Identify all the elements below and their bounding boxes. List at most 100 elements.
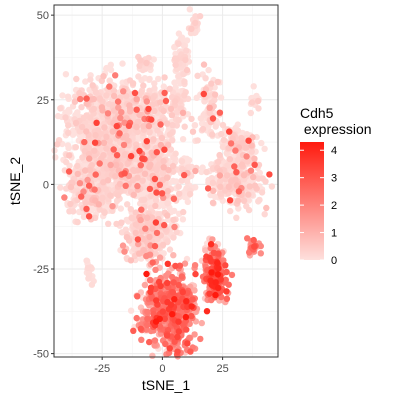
- cell-point: [175, 281, 182, 289]
- cell-point: [130, 191, 137, 198]
- cell-point: [151, 337, 159, 344]
- cell-point: [100, 73, 107, 80]
- cell-point: [248, 148, 255, 155]
- cell-point: [109, 207, 116, 214]
- cell-point: [172, 150, 179, 157]
- cell-point: [169, 289, 177, 296]
- cell-point: [218, 130, 225, 138]
- cell-point: [121, 170, 128, 177]
- cell-point: [146, 233, 153, 241]
- cell-point: [170, 234, 177, 241]
- cell-point: [248, 142, 255, 149]
- cell-point: [163, 272, 170, 279]
- cell-point: [85, 275, 92, 282]
- cell-point: [181, 171, 188, 179]
- cell-point: [233, 214, 240, 221]
- cell-point: [107, 192, 114, 199]
- cell-point: [150, 136, 157, 143]
- cell-point: [157, 121, 164, 128]
- cell-point: [261, 145, 268, 152]
- cell-point: [189, 128, 197, 135]
- cell-point: [157, 141, 164, 149]
- cell-point: [127, 257, 135, 264]
- cell-point: [171, 223, 178, 231]
- cell-point: [127, 206, 134, 213]
- cell-point: [188, 312, 195, 320]
- cell-point: [143, 270, 150, 278]
- cell-point: [171, 55, 179, 62]
- cell-point: [246, 183, 253, 190]
- cell-point: [226, 197, 234, 204]
- cell-point: [161, 89, 168, 97]
- cell-point: [123, 92, 130, 100]
- cell-point: [76, 89, 83, 97]
- cell-point: [160, 107, 167, 115]
- cell-point: [149, 214, 156, 221]
- cell-point: [103, 64, 110, 72]
- cell-point: [73, 75, 80, 83]
- cell-point: [113, 152, 121, 159]
- cell-point: [174, 333, 181, 341]
- cell-point: [121, 151, 129, 158]
- cell-point: [170, 252, 177, 259]
- cell-point: [188, 303, 195, 310]
- cell-point: [166, 345, 173, 352]
- cell-point: [231, 163, 238, 170]
- cell-point: [82, 199, 90, 207]
- cell-point: [134, 174, 141, 181]
- cell-point: [126, 102, 133, 109]
- cell-point: [206, 254, 213, 262]
- cell-point: [181, 92, 188, 99]
- cell-point: [192, 270, 199, 278]
- cell-point: [206, 109, 213, 117]
- cell-point: [223, 268, 230, 276]
- cell-point: [247, 109, 254, 117]
- cell-point: [165, 166, 172, 174]
- cell-point: [151, 85, 158, 92]
- cell-point: [136, 147, 143, 155]
- y-tick-label: -25: [33, 264, 49, 276]
- cell-point: [169, 121, 176, 129]
- cell-point: [161, 221, 168, 229]
- cell-point: [202, 247, 209, 254]
- cell-point: [54, 141, 61, 148]
- cell-point: [234, 156, 242, 163]
- cell-point: [154, 127, 161, 134]
- cell-point: [203, 308, 211, 315]
- cell-point: [182, 313, 190, 321]
- cell-point: [141, 281, 149, 289]
- cell-point: [140, 123, 147, 130]
- cell-point: [227, 207, 234, 215]
- cell-point: [110, 146, 117, 153]
- cell-point: [74, 218, 81, 226]
- cell-point: [191, 262, 199, 269]
- cell-point: [146, 185, 154, 193]
- y-tick-label: 0: [43, 179, 49, 191]
- cell-point: [83, 257, 90, 264]
- cell-point: [158, 190, 166, 197]
- cell-point: [65, 122, 72, 129]
- cell-point: [96, 206, 103, 213]
- cell-point: [103, 145, 110, 152]
- cell-point: [107, 155, 114, 163]
- cell-point: [209, 179, 217, 186]
- cell-point: [238, 161, 246, 168]
- cell-point: [176, 262, 184, 269]
- cell-point: [86, 166, 94, 174]
- color-legend: Cdh5 expression 4 3 2 1 0: [300, 105, 372, 267]
- x-axis-label: tSNE_1: [142, 377, 190, 393]
- cell-point: [192, 19, 199, 27]
- cell-point: [146, 87, 153, 95]
- cell-point: [175, 318, 182, 325]
- cell-point: [181, 78, 188, 85]
- cell-point: [62, 114, 69, 121]
- cell-point: [62, 158, 70, 166]
- cell-point: [174, 348, 181, 355]
- cell-point: [102, 186, 110, 193]
- cell-point: [266, 171, 273, 178]
- cell-point: [199, 125, 207, 133]
- cell-point: [149, 95, 156, 102]
- cell-point: [78, 193, 85, 200]
- cell-point: [103, 92, 110, 99]
- cell-point: [219, 121, 227, 129]
